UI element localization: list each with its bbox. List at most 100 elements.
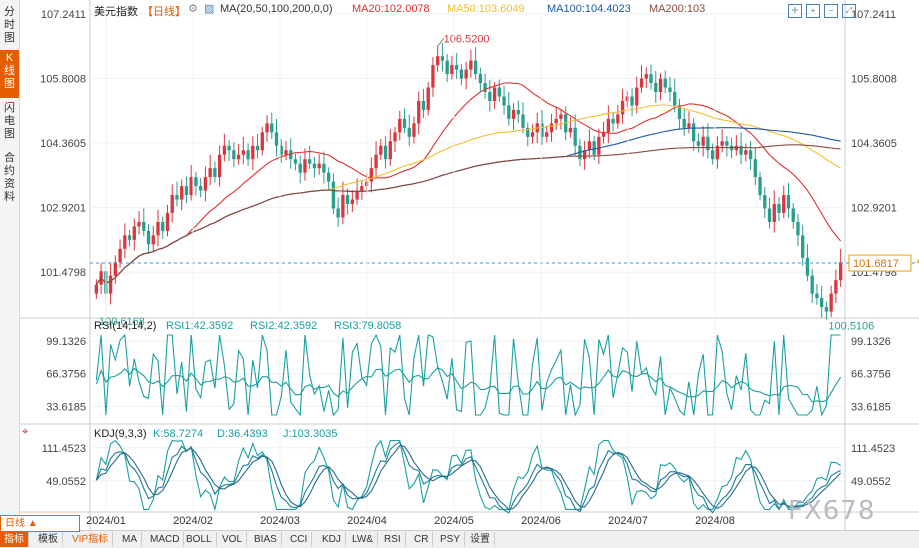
rsi2-label: RSI2:42.3592 — [250, 320, 318, 332]
candle-body — [379, 145, 383, 155]
candle-body — [473, 60, 478, 75]
candle-body — [521, 114, 525, 128]
period-selector[interactable]: 日线 ▲ — [0, 515, 80, 532]
candle-body — [507, 105, 511, 119]
footer-tab-cr-12[interactable]: CR — [410, 532, 434, 547]
last-price-label: 101.6817 — [853, 258, 899, 270]
footer-tab-vol-6[interactable]: VOL — [218, 532, 248, 547]
candle-body — [545, 132, 549, 137]
candle-body — [374, 154, 378, 169]
candle-body — [530, 132, 535, 137]
footer-tab-cci-8[interactable]: CCI — [286, 532, 313, 547]
candle-body — [222, 145, 227, 155]
fullscreen-icon[interactable]: ⤢ — [842, 4, 856, 18]
candle-body — [620, 100, 625, 115]
footer-tab-lw-10[interactable]: LW& — [348, 532, 378, 547]
ma20-label: MA20:102.0078 — [352, 3, 430, 15]
candle-body — [445, 60, 449, 75]
footer-tab-psy-13[interactable]: PSY — [436, 532, 466, 547]
candle-body — [526, 127, 530, 137]
candle-body — [255, 145, 260, 151]
candle-body — [748, 150, 753, 160]
last-price-box — [848, 254, 912, 272]
candle-body — [317, 163, 321, 169]
footer-tab--1[interactable]: 模板 — [34, 532, 63, 547]
candle-body — [369, 168, 373, 182]
candle-body — [184, 186, 189, 196]
zoom-out-icon[interactable]: − — [824, 4, 838, 18]
period-label[interactable]: 【日线】 — [142, 6, 186, 18]
candle-body — [326, 172, 331, 182]
price-tick-left: 101.4798 — [40, 267, 86, 279]
candle-body — [483, 83, 487, 93]
candle-body — [146, 230, 151, 245]
candle-body — [440, 56, 445, 61]
footer-tab--0[interactable]: 指标 — [0, 532, 29, 547]
candle-body — [635, 87, 639, 106]
footer-tab-boll-5[interactable]: BOLL — [182, 532, 217, 547]
x-tick-label: 2024/06 — [521, 515, 561, 527]
candle-body — [824, 307, 829, 312]
footer-tab-ma-3[interactable]: MA — [118, 532, 142, 547]
candle-body — [687, 123, 691, 128]
x-tick-label: 2024/07 — [608, 515, 648, 527]
candle-body — [654, 83, 658, 93]
candle-body — [436, 56, 440, 66]
candle-body — [715, 145, 720, 160]
ma-icon[interactable]: ▨ — [204, 3, 215, 15]
candle-body — [345, 195, 350, 205]
candle-body — [341, 195, 345, 218]
high-annotation: 106.5200 — [444, 33, 490, 45]
candle-body — [180, 186, 184, 200]
rsi-fast-line — [95, 333, 841, 417]
candle-body — [270, 123, 274, 133]
candle-body — [260, 132, 264, 151]
candle-body — [777, 204, 781, 213]
crosshair-icon[interactable]: ✛ — [788, 4, 802, 18]
candle-body — [151, 235, 155, 245]
candle-body — [322, 163, 326, 173]
candle-body — [834, 280, 838, 294]
footer-tab--14[interactable]: 设置 — [466, 532, 495, 547]
candle-body — [402, 118, 407, 128]
rsi-label: RSI(14,14,2) — [94, 320, 157, 332]
candle-body — [454, 65, 459, 70]
candle-body — [478, 74, 483, 84]
candle-body — [407, 127, 411, 137]
footer-tab-macd-4[interactable]: MACD — [146, 532, 185, 547]
settings-icon[interactable]: ⚙ — [188, 3, 198, 15]
x-tick-label: 2024/08 — [695, 515, 735, 527]
last-price-marker: ▲ — [915, 256, 919, 265]
candle-body — [606, 118, 611, 133]
candle-body — [279, 145, 283, 155]
candle-body — [94, 284, 99, 294]
footer-tab-bias-7[interactable]: BIAS — [250, 532, 282, 547]
candle-body — [170, 195, 174, 213]
candle-body — [782, 195, 786, 213]
price-tick-right: 107.2411 — [851, 9, 896, 21]
price-tick-right: 102.9201 — [851, 203, 897, 215]
candle-body — [838, 262, 843, 281]
candle-body — [298, 163, 302, 173]
target-icon[interactable]: ⌖ — [22, 426, 29, 438]
sidebar-tab-0[interactable]: 分时图 — [4, 6, 15, 44]
candle-body — [227, 145, 231, 151]
candle-body — [142, 221, 146, 231]
zoom-in-icon[interactable]: + — [806, 4, 820, 18]
candle-body — [203, 177, 208, 191]
sidebar-tab-3[interactable]: 合约资料 — [4, 152, 15, 203]
ma20-line — [95, 82, 842, 285]
sidebar-tab-2[interactable]: 闪电图 — [4, 102, 15, 140]
candle-body — [502, 96, 506, 106]
candle-body — [582, 150, 587, 160]
candle-body — [355, 190, 359, 200]
footer-tab-rsi-11[interactable]: RSI — [380, 532, 406, 547]
candle-body — [720, 141, 724, 146]
price-tick-left: 102.9201 — [40, 203, 86, 215]
candle-body — [753, 159, 757, 178]
candle-body — [639, 78, 644, 88]
footer-tab-kdj-9[interactable]: KDJ — [318, 532, 346, 547]
footer-tab-vip-2[interactable]: VIP指标 — [68, 532, 114, 547]
kdj-d-label: D:36.4393 — [217, 428, 268, 440]
